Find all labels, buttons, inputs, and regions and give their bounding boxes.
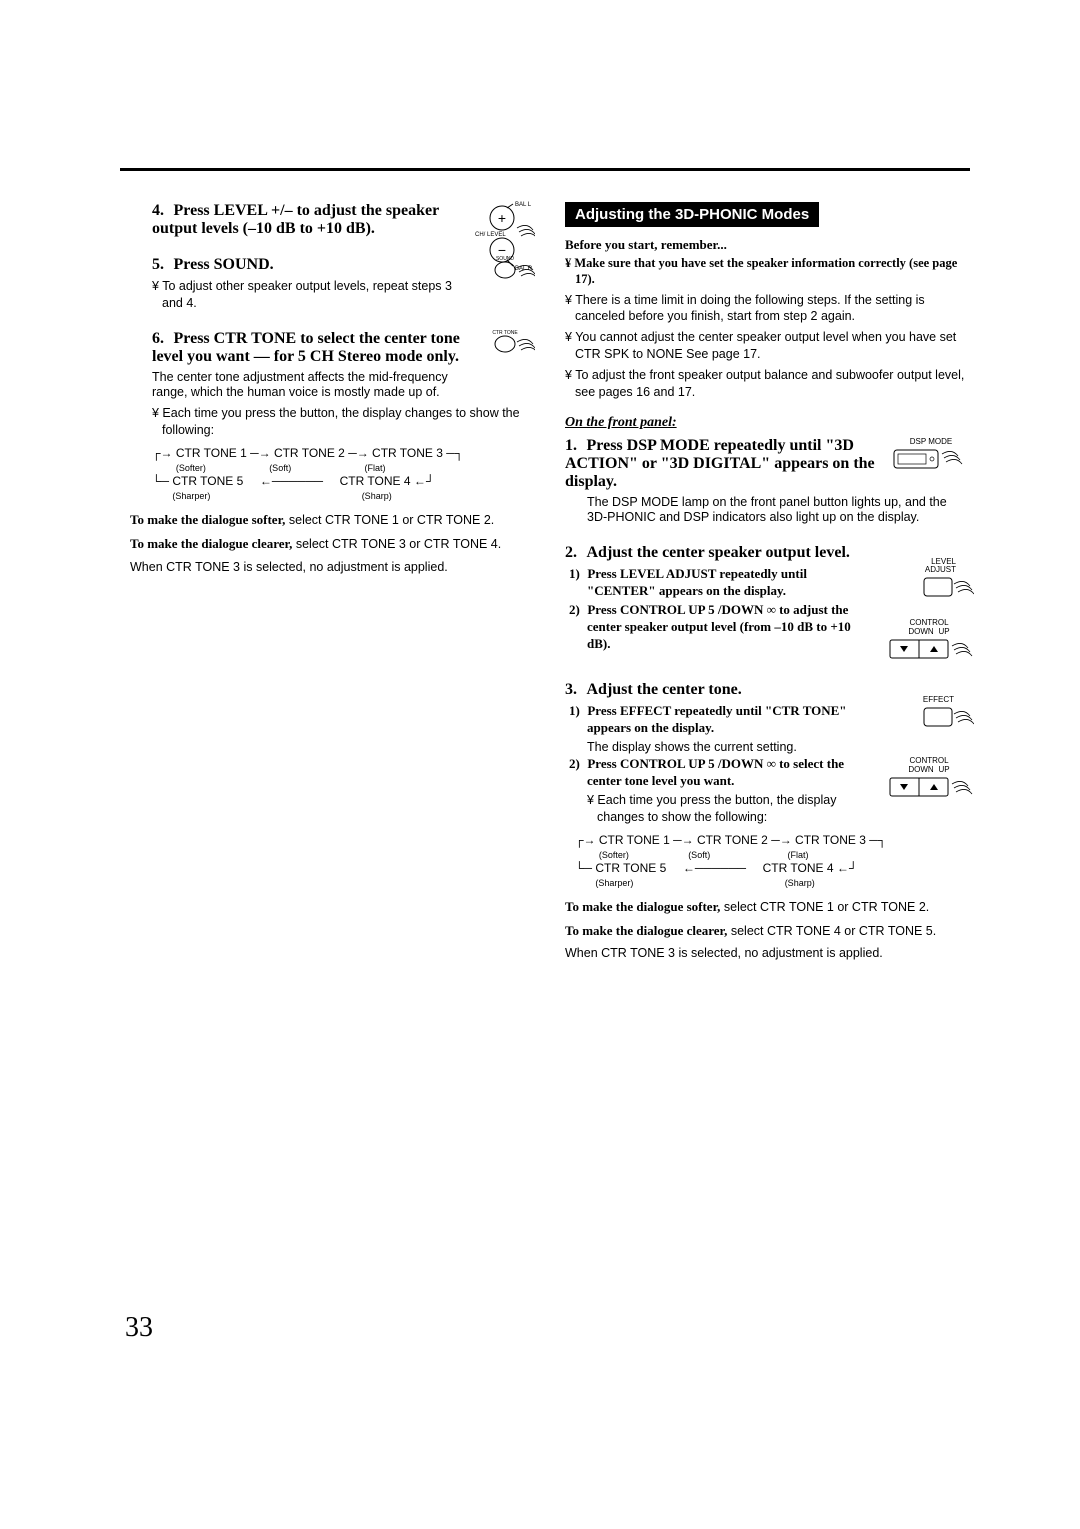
- r3-heading: Adjust the center tone.: [587, 681, 742, 698]
- step-5-num: 5.: [152, 256, 164, 273]
- note-clearer-right: To make the dialogue clearer, select CTR…: [565, 922, 970, 940]
- front-panel-header: On the front panel:: [565, 415, 970, 431]
- step-6: CTR TONE 6. Press CTR TONE to select the…: [130, 330, 535, 576]
- tone-2: CTR TONE 2: [274, 446, 345, 460]
- step-6-heading: Press CTR TONE to select the center tone…: [152, 330, 460, 365]
- r-tone-1-sub: (Softer): [599, 851, 675, 860]
- bullet-3: ¥ You cannot adjust the center speaker o…: [565, 329, 970, 363]
- r-step-1: DSP MODE 1. Press DSP MODE repeatedly un…: [565, 437, 970, 526]
- step-5-heading: Press SOUND.: [174, 256, 274, 273]
- note-none-left: When CTR TONE 3 is selected, no adjustme…: [130, 559, 535, 576]
- note-softer-left: To make the dialogue softer, select CTR …: [130, 511, 535, 529]
- tone-3-sub: (Flat): [341, 464, 386, 473]
- ctr-tone-button-diagram: CTR TONE: [487, 328, 535, 373]
- step-6-num: 6.: [152, 330, 164, 347]
- r-step-2: LEVELADJUST CONTROL DOWNUP 2: [565, 544, 970, 653]
- r-step-3: EFFECT CONTROL DOWNUP 3.: [565, 681, 970, 962]
- r-tone-4-sub: (Sharp): [675, 879, 815, 888]
- step-6-bullet: ¥ Each time you press the button, the di…: [130, 405, 535, 439]
- level-adjust-diagram: LEVELADJUST CONTROL DOWNUP: [884, 558, 974, 682]
- r-tone-5-sub: (Sharper): [595, 879, 671, 888]
- dsp-mode-diagram: DSP MODE: [892, 437, 970, 481]
- page-number: 33: [125, 1312, 153, 1344]
- note-softer-right: To make the dialogue softer, select CTR …: [565, 898, 970, 916]
- r-tone-2: CTR TONE 2: [697, 833, 768, 847]
- bullet-4: ¥ To adjust the front speaker output bal…: [565, 367, 970, 401]
- r-tone-3: CTR TONE 3: [795, 833, 866, 847]
- right-column: Adjusting the 3D-PHONIC Modes Before you…: [565, 180, 970, 980]
- r-tone-5: CTR TONE 5: [595, 861, 666, 875]
- svg-text:+: +: [498, 210, 506, 226]
- r3-num: 3.: [565, 681, 577, 698]
- r1-num: 1.: [565, 437, 577, 454]
- tone-5: CTR TONE 5: [172, 474, 243, 488]
- step-4-num: 4.: [152, 202, 164, 219]
- step-4: BAL L + CH/ LEVEL − BAL R 4. Press L: [130, 202, 535, 238]
- tone-1: CTR TONE 1: [176, 446, 247, 460]
- step-5-bullet: ¥ To adjust other speaker output levels,…: [152, 278, 465, 312]
- step-6-body: The center tone adjustment affects the m…: [152, 370, 465, 401]
- r-tone-4: CTR TONE 4: [763, 861, 834, 875]
- r2-num: 2.: [565, 544, 577, 561]
- r-tone-3-sub: (Flat): [764, 851, 809, 860]
- section-header: Adjusting the 3D-PHONIC Modes: [565, 202, 819, 227]
- bullet-1: ¥ Make sure that you have set the speake…: [565, 255, 970, 288]
- svg-text:SOUND: SOUND: [496, 256, 514, 262]
- svg-text:CTR TONE: CTR TONE: [492, 330, 518, 336]
- sound-button-diagram: SOUND: [487, 254, 535, 299]
- tone-diagram-left: ┌→ CTR TONE 1 ─→ CTR TONE 2 ─→ CTR TONE …: [152, 447, 535, 501]
- top-rule: [120, 168, 970, 171]
- step-5: SOUND 5. Press SOUND. ¥ To adjust other …: [130, 256, 535, 312]
- bullet-2: ¥ There is a time limit in doing the fol…: [565, 292, 970, 326]
- svg-text:CH/ LEVEL: CH/ LEVEL: [475, 232, 506, 238]
- tone-5-sub: (Sharper): [172, 492, 248, 501]
- before-start: Before you start, remember...: [565, 237, 970, 253]
- note-none-right: When CTR TONE 3 is selected, no adjustme…: [565, 945, 970, 962]
- note-clearer-left: To make the dialogue clearer, select CTR…: [130, 535, 535, 553]
- tone-diagram-right: ┌→ CTR TONE 1 ─→ CTR TONE 2 ─→ CTR TONE …: [575, 834, 970, 888]
- r1-body: The DSP MODE lamp on the front panel but…: [565, 495, 970, 526]
- left-column: BAL L + CH/ LEVEL − BAL R 4. Press L: [130, 180, 535, 980]
- r-tone-2-sub: (Soft): [678, 851, 760, 860]
- tone-4: CTR TONE 4: [340, 474, 411, 488]
- step-4-heading: Press LEVEL +/– to adjust the speaker ou…: [152, 202, 439, 237]
- effect-diagram: EFFECT CONTROL DOWNUP: [884, 695, 974, 820]
- bal-l-label: BAL L: [515, 202, 532, 208]
- r2-heading: Adjust the center speaker output level.: [587, 544, 850, 561]
- tone-1-sub: (Softer): [176, 464, 252, 473]
- r1-heading: Press DSP MODE repeatedly until "3D ACTI…: [565, 437, 875, 490]
- tone-3: CTR TONE 3: [372, 446, 443, 460]
- tone-2-sub: (Soft): [255, 464, 337, 473]
- dsp-mode-label: DSP MODE: [892, 437, 970, 446]
- tone-4-sub: (Sharp): [252, 492, 392, 501]
- r-tone-1: CTR TONE 1: [599, 833, 670, 847]
